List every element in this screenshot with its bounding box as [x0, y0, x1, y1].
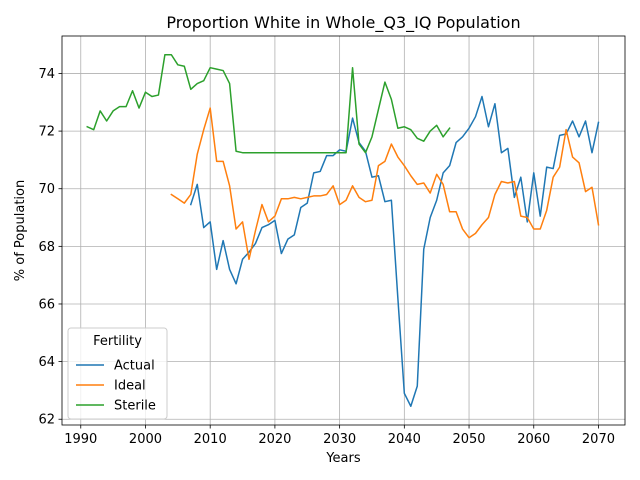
grid [62, 36, 625, 425]
x-tick-label: 2010 [194, 432, 227, 447]
x-tick-label: 2020 [258, 432, 291, 447]
legend-entries: Actual Ideal Sterile [76, 359, 156, 414]
x-tick-label: 2050 [452, 432, 485, 447]
legend-title: Fertility [93, 334, 142, 349]
series-line-ideal [170, 107, 600, 261]
y-tick-label: 74 [38, 67, 55, 82]
legend-label-ideal: Ideal [114, 379, 146, 394]
x-tick-label: 2000 [129, 432, 162, 447]
legend-label-actual: Actual [114, 359, 155, 374]
y-tick-label: 70 [38, 182, 55, 197]
legend-box [67, 327, 168, 420]
x-tick-label: 2070 [582, 432, 615, 447]
chart-title: Proportion White in Whole_Q3_IQ Populati… [166, 13, 520, 33]
series-lines [86, 53, 600, 408]
x-tick-label: 2040 [388, 432, 421, 447]
axis-ticks: 1990 2000 2010 2020 2030 2040 2050 2060 2070 62 64… [38, 67, 615, 447]
series-line-actual [189, 95, 600, 408]
y-tick-label: 64 [38, 355, 55, 370]
y-axis-label: % of Population [13, 180, 28, 281]
legend: Fertility Actual Ideal Sterile [67, 327, 168, 420]
x-axis-label: Years [325, 451, 361, 466]
series-line-sterile [86, 53, 451, 154]
x-tick-label: 2030 [323, 432, 356, 447]
legend-label-sterile: Sterile [114, 399, 156, 414]
x-tick-label: 2060 [517, 432, 550, 447]
y-tick-label: 68 [38, 240, 55, 255]
plot-frame [61, 35, 626, 426]
x-tick-label: 1990 [64, 432, 97, 447]
y-tick-label: 72 [38, 125, 55, 140]
y-tick-label: 66 [38, 297, 55, 312]
y-tick-label: 62 [38, 413, 55, 428]
